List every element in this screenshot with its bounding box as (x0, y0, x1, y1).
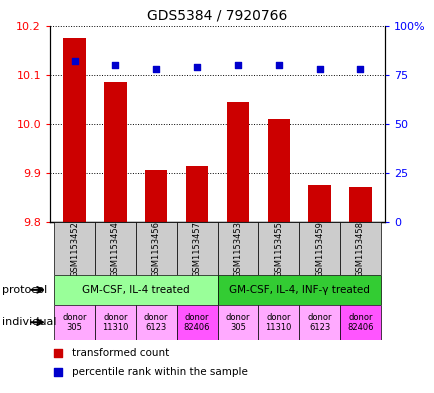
Text: GSM1153459: GSM1153459 (314, 220, 323, 277)
Text: donor
11310: donor 11310 (102, 312, 128, 332)
Bar (339, 305, 380, 340)
Bar (267, 119, 289, 222)
Text: donor
82406: donor 82406 (346, 312, 373, 332)
Bar (54, 222, 95, 275)
Text: donor
6123: donor 6123 (144, 312, 168, 332)
Point (112, 62, 118, 68)
Bar (299, 305, 339, 340)
Bar (258, 222, 299, 275)
Text: donor
82406: donor 82406 (184, 312, 210, 332)
Bar (95, 305, 135, 340)
Point (316, 66, 322, 72)
Text: protocol: protocol (2, 285, 47, 295)
Text: GM-CSF, IL-4 treated: GM-CSF, IL-4 treated (82, 285, 189, 295)
Point (275, 62, 282, 68)
Point (71, 58, 78, 64)
Text: GSM1153453: GSM1153453 (233, 220, 242, 277)
Bar (299, 222, 339, 275)
Point (289, 117, 296, 123)
Text: percentile rank within the sample: percentile rank within the sample (72, 367, 247, 377)
Bar (176, 305, 217, 340)
Bar (135, 305, 176, 340)
Point (356, 66, 363, 72)
Text: GM-CSF, IL-4, INF-γ treated: GM-CSF, IL-4, INF-γ treated (228, 285, 369, 295)
Bar (95, 222, 135, 275)
Text: individual: individual (2, 317, 56, 327)
Text: donor
305: donor 305 (62, 312, 87, 332)
Bar (54, 305, 95, 340)
Text: GSM1153458: GSM1153458 (355, 220, 364, 277)
Bar (185, 165, 208, 222)
Point (152, 66, 159, 72)
Text: GSM1153456: GSM1153456 (151, 220, 160, 277)
Bar (104, 82, 126, 222)
Bar (339, 222, 380, 275)
Bar (217, 275, 380, 305)
Title: GDS5384 / 7920766: GDS5384 / 7920766 (147, 9, 287, 23)
Text: donor
305: donor 305 (225, 312, 250, 332)
Text: GSM1153455: GSM1153455 (274, 220, 283, 277)
Text: GSM1153454: GSM1153454 (111, 220, 120, 277)
Bar (63, 38, 85, 222)
Text: donor
6123: donor 6123 (307, 312, 331, 332)
Bar (145, 171, 167, 222)
Point (193, 64, 200, 70)
Point (289, 294, 296, 300)
Bar (54, 275, 217, 305)
Bar (258, 305, 299, 340)
Bar (176, 222, 217, 275)
Text: GSM1153452: GSM1153452 (70, 220, 79, 277)
Bar (135, 222, 176, 275)
Bar (217, 222, 258, 275)
Bar (217, 305, 258, 340)
Bar (308, 185, 330, 222)
Bar (349, 187, 371, 222)
Text: transformed count: transformed count (72, 348, 169, 358)
Point (234, 62, 241, 68)
Text: donor
11310: donor 11310 (265, 312, 291, 332)
Bar (226, 102, 249, 222)
Text: GSM1153457: GSM1153457 (192, 220, 201, 277)
